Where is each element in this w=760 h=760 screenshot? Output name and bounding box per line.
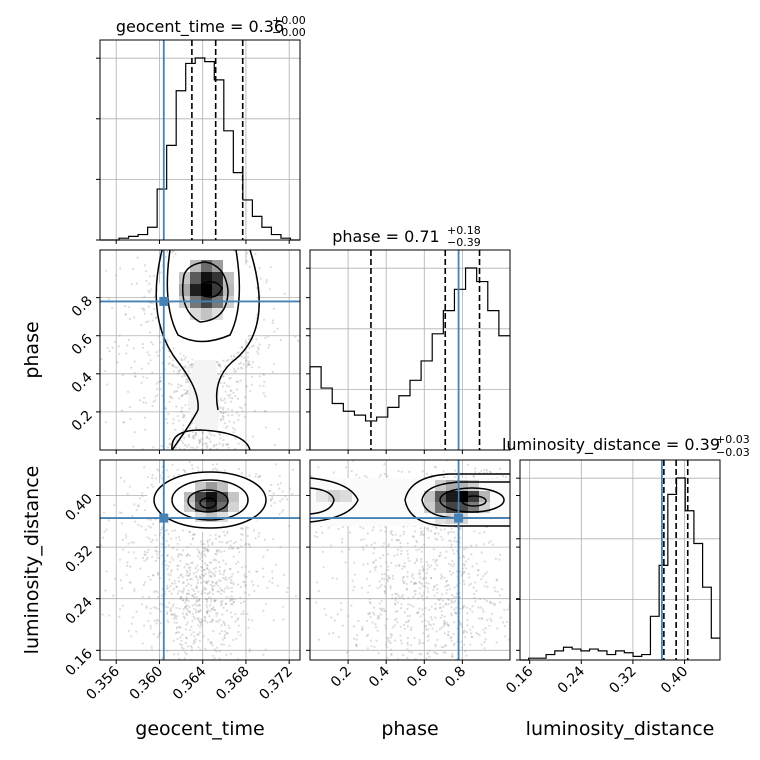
title-phase-sub: −0.39 (447, 236, 481, 249)
title-luminosity-distance-sup: +0.03 (716, 433, 750, 446)
panel-density (100, 250, 300, 450)
y-tick-label-luminosity_distance: 0.24 (62, 594, 95, 627)
x-tick-label-geocent_time: 0.372 (256, 664, 296, 704)
y-tick-label-luminosity_distance: 0.40 (62, 491, 95, 524)
marks-layer (100, 40, 720, 661)
y-tick-label-luminosity_distance: 0.32 (62, 543, 95, 576)
histogram-luminosity_distance (520, 477, 720, 661)
title-geocent-time-sup: +0.00 (272, 14, 306, 27)
title-luminosity-distance-sub: −0.03 (716, 446, 750, 459)
xlabel-geocent-time: geocent_time (135, 718, 264, 740)
panel-density (310, 460, 510, 660)
x-tick-label-phase: 0.2 (328, 664, 355, 691)
panel-frame-21 (309, 459, 511, 661)
x-tick-label-luminosity_distance: 0.16 (503, 663, 536, 696)
ylabel-luminosity-distance: luminosity_distance (21, 466, 43, 655)
truth-marker (159, 513, 169, 523)
panel-frame-20 (99, 459, 301, 661)
x-tick-label-phase: 0.6 (404, 663, 431, 690)
y-tick-label-phase: 0.8 (69, 293, 96, 320)
panel-frame-diag-2 (519, 459, 721, 661)
x-tick-label-luminosity_distance: 0.40 (658, 664, 691, 697)
histogram-geocent_time (100, 57, 300, 241)
x-tick-label-geocent_time: 0.368 (213, 664, 253, 704)
y-tick-label-phase: 0.2 (69, 407, 96, 434)
title-luminosity-distance: luminosity_distance = 0.39 (502, 435, 720, 455)
panel-frame-10 (99, 249, 301, 451)
title-phase-sup: +0.18 (447, 224, 481, 237)
ylabel-phase: phase (21, 321, 43, 378)
x-tick-label-phase: 0.4 (366, 663, 393, 690)
title-geocent-time: geocent_time = 0.36 (116, 17, 284, 37)
panel-frame-diag-1 (309, 249, 511, 451)
panel-density (100, 461, 298, 660)
xlabel-phase: phase (381, 718, 438, 740)
x-tick-label-luminosity_distance: 0.32 (606, 664, 639, 697)
histogram-phase (309, 267, 510, 450)
x-tick-label-phase: 0.8 (442, 664, 469, 691)
title-geocent-time-sub: −0.00 (272, 26, 306, 39)
y-tick-label-luminosity_distance: 0.16 (62, 646, 95, 679)
y-tick-label-phase: 0.6 (69, 331, 96, 358)
x-tick-label-geocent_time: 0.360 (127, 664, 167, 704)
panel-frame-diag-0 (99, 39, 301, 241)
xlabel-luminosity-distance: luminosity_distance (526, 718, 715, 740)
y-tick-label-phase: 0.4 (69, 369, 96, 396)
x-tick-label-luminosity_distance: 0.24 (555, 663, 588, 696)
x-tick-label-geocent_time: 0.356 (83, 663, 123, 703)
truth-marker (454, 513, 464, 523)
x-tick-label-geocent_time: 0.364 (170, 663, 210, 703)
truth-marker (159, 296, 169, 306)
title-phase: phase = 0.71 (332, 227, 439, 246)
